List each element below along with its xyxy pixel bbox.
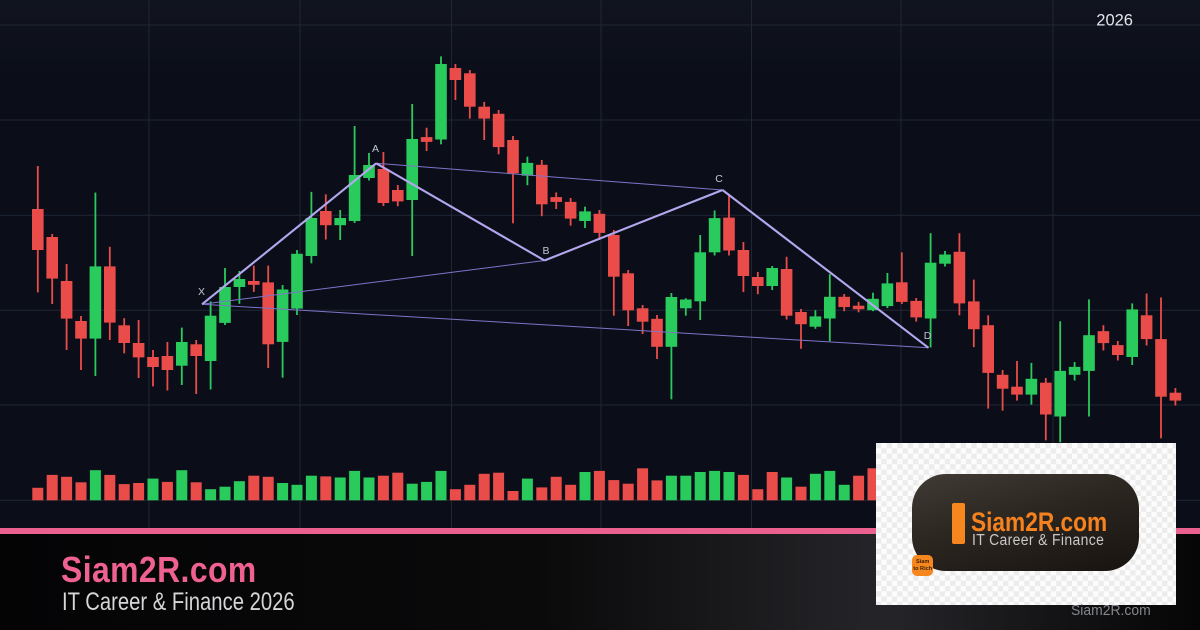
svg-text:C: C [715, 173, 723, 185]
svg-text:B: B [542, 245, 549, 257]
svg-text:D: D [924, 330, 932, 342]
svg-text:2026: 2026 [1096, 12, 1133, 30]
svg-text:A: A [372, 143, 379, 155]
svg-text:X: X [198, 286, 205, 298]
